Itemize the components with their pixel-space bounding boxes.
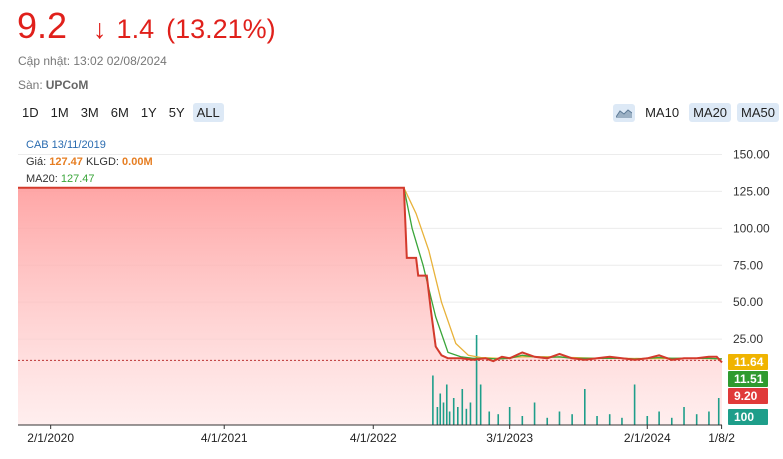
ma20-label: MA20:: [26, 173, 58, 185]
ma10-button[interactable]: MA10: [645, 105, 680, 120]
price-badge: [728, 371, 768, 387]
volume-bar: [571, 414, 573, 425]
range-button-3m[interactable]: 3M: [80, 105, 99, 120]
ma50-button[interactable]: MA50: [737, 103, 779, 122]
price-badge-label: 100: [734, 410, 754, 424]
price-area-fill: [18, 187, 722, 425]
exchange-name: UPCoM: [45, 78, 89, 92]
volume-bar: [546, 417, 549, 425]
volume-bar: [717, 398, 720, 425]
updated-time: Cập nhật: 13:02 02/08/2024: [18, 54, 167, 68]
volume-bar: [475, 335, 478, 425]
y-tick-label: 50.00: [733, 295, 763, 309]
price-line: [18, 186, 723, 364]
volume-label: KLGD:: [85, 156, 119, 168]
volume-bar: [583, 389, 586, 425]
volume-bar: [439, 393, 442, 425]
volume-value: 0.00M: [122, 156, 153, 168]
change-value: 1.4: [116, 14, 155, 44]
volume-bar: [469, 402, 472, 425]
x-tick-label: 2/1/2020: [27, 431, 74, 445]
change-percent: (13.21%): [166, 14, 276, 44]
price-badge-label: 11.51: [734, 372, 764, 386]
volume-bar: [497, 414, 500, 425]
volume-bar: [452, 398, 455, 425]
price-badge: [728, 388, 768, 404]
price-badge: [728, 354, 768, 370]
volume-bar: [658, 411, 660, 425]
range-selector: 1D 1M 3M 6M 1Y 5Y ALL: [18, 103, 224, 122]
range-button-all[interactable]: ALL: [192, 103, 224, 122]
volume-bar: [608, 414, 611, 425]
range-button-1m[interactable]: 1M: [50, 105, 69, 120]
volume-bar: [695, 414, 698, 425]
volume-bar: [621, 417, 623, 425]
ma20-button[interactable]: MA20: [689, 103, 732, 122]
y-tick-label: 25.00: [733, 332, 763, 346]
tooltip-ma20: MA20: 127.47: [26, 172, 95, 186]
volume-bar: [508, 407, 511, 425]
tooltip-price-volume: Giá: 127.47 KLGD: 0.00M: [26, 155, 153, 169]
x-tick-label: 1/8/2: [708, 431, 735, 445]
area-chart-icon[interactable]: [613, 103, 636, 122]
volume-bar: [488, 411, 491, 425]
range-button-5y[interactable]: 5Y: [168, 105, 185, 120]
x-tick-label: 4/1/2022: [350, 431, 397, 445]
exchange-label: Sàn:: [18, 78, 43, 92]
price-header: 9.2 ↓ 1.4 (13.21%): [17, 6, 276, 46]
volume-bar: [521, 416, 524, 425]
price-badge-label: 9.20: [734, 389, 758, 403]
volume-bar: [479, 384, 482, 425]
ma20-value: 127.47: [60, 173, 95, 185]
price-badge-label: 11.64: [734, 355, 764, 369]
x-tick-label: 3/1/2023: [486, 431, 533, 445]
ma-controls: MA10 MA20 MA50: [613, 103, 779, 122]
price-value: 127.47: [49, 156, 83, 168]
volume-bar: [456, 407, 459, 425]
price-label: Giá:: [26, 156, 47, 168]
volume-bar: [436, 407, 439, 425]
volume-bar: [465, 408, 468, 425]
range-button-6m[interactable]: 6M: [110, 105, 129, 120]
y-tick-label: 125.00: [733, 184, 770, 198]
volume-bar: [442, 402, 445, 425]
volume-bar: [445, 384, 448, 425]
volume-bar: [708, 411, 710, 425]
price-change: ↓ 1.4 (13.21%): [93, 14, 276, 45]
volume-bar: [633, 384, 636, 425]
x-tick-label: 2/1/2024: [624, 431, 671, 445]
y-tick-label: 150.00: [733, 148, 770, 162]
exchange-info: Sàn: UPCoM: [18, 78, 88, 92]
range-button-1d[interactable]: 1D: [22, 105, 39, 120]
range-button-1y[interactable]: 1Y: [140, 105, 157, 120]
volume-bar: [683, 407, 685, 425]
volume-bar: [448, 411, 451, 425]
down-arrow-icon: ↓: [93, 14, 107, 44]
price-badge: [728, 409, 768, 425]
y-tick-label: 100.00: [733, 221, 770, 235]
volume-bar: [670, 417, 673, 425]
y-tick-label: 75.00: [733, 258, 763, 272]
volume-bar: [558, 411, 561, 425]
volume-bar: [461, 389, 464, 425]
x-tick-label: 4/1/2021: [201, 431, 248, 445]
volume-bar: [596, 416, 598, 425]
current-price: 9.2: [17, 5, 68, 46]
tooltip-symbol-date: CAB 13/11/2019: [26, 139, 106, 151]
volume-bar: [533, 402, 536, 425]
volume-bar: [646, 416, 649, 425]
volume-bar: [432, 375, 434, 425]
